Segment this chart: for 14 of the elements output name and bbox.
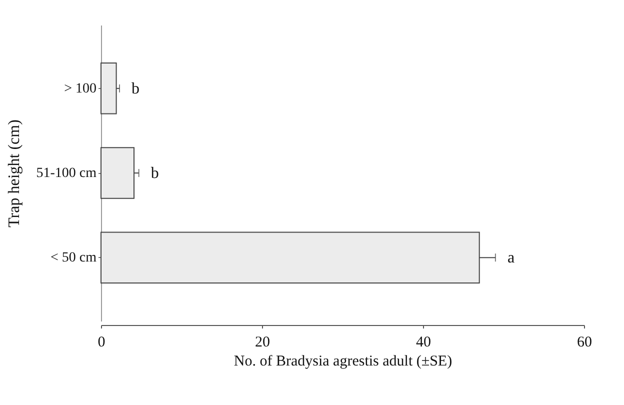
annotation: b — [132, 80, 140, 98]
bar — [100, 62, 117, 114]
x-tick-label: 20 — [255, 334, 270, 350]
annotation: a — [507, 250, 515, 267]
y-axis-title: Trap height (cm) — [6, 120, 24, 228]
annotation: b — [150, 165, 159, 182]
x-tick-label: 0 — [98, 334, 106, 350]
x-tick-label: 60 — [577, 334, 592, 350]
y-tick-label: > 100 — [64, 81, 96, 96]
y-tick-label: < 50 cm — [50, 250, 97, 266]
x-tick-label: 40 — [416, 334, 431, 350]
bar — [100, 147, 135, 199]
x-axis-title: No. of Bradysia agrestis adult (±SE) — [234, 354, 452, 370]
y-tick-label: 51-100 cm — [36, 166, 97, 181]
